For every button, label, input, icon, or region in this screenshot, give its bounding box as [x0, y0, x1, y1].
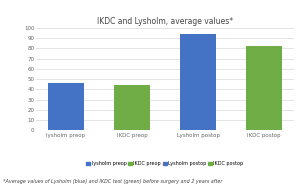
Bar [180, 34, 216, 130]
Text: *Average values of Lysholm (blue) and IKDC test (green) before surgery and 2 yea: *Average values of Lysholm (blue) and IK… [3, 179, 222, 184]
Bar [48, 83, 84, 130]
Bar [114, 85, 150, 130]
Legend: lysholm preop, IKDC preop, Lysholm postop, IKDC postop: lysholm preop, IKDC preop, Lysholm posto… [86, 161, 244, 166]
Title: IKDC and Lysholm, average values*: IKDC and Lysholm, average values* [97, 17, 233, 26]
Bar [246, 46, 282, 130]
